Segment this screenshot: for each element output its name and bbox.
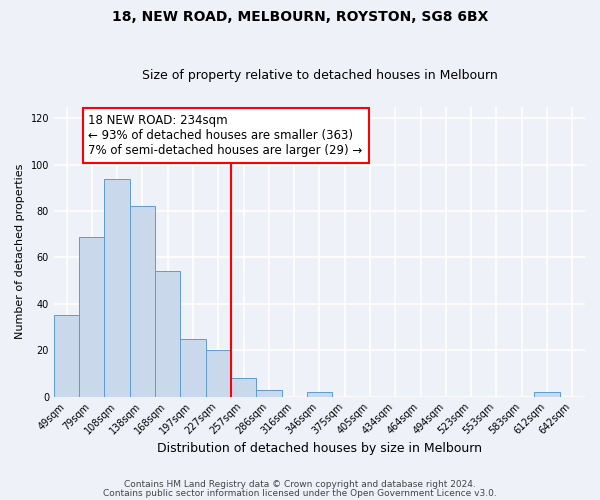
Title: Size of property relative to detached houses in Melbourn: Size of property relative to detached ho…	[142, 69, 497, 82]
Bar	[79, 236, 104, 396]
X-axis label: Distribution of detached houses by size in Melbourn: Distribution of detached houses by size …	[157, 442, 482, 455]
Bar	[181, 338, 206, 396]
Text: Contains HM Land Registry data © Crown copyright and database right 2024.: Contains HM Land Registry data © Crown c…	[124, 480, 476, 489]
Bar	[256, 390, 281, 396]
Bar	[231, 378, 256, 396]
Bar	[535, 392, 560, 396]
Text: Contains public sector information licensed under the Open Government Licence v3: Contains public sector information licen…	[103, 488, 497, 498]
Bar	[155, 272, 181, 396]
Bar	[206, 350, 231, 397]
Bar	[307, 392, 332, 396]
Text: 18, NEW ROAD, MELBOURN, ROYSTON, SG8 6BX: 18, NEW ROAD, MELBOURN, ROYSTON, SG8 6BX	[112, 10, 488, 24]
Text: 18 NEW ROAD: 234sqm
← 93% of detached houses are smaller (363)
7% of semi-detach: 18 NEW ROAD: 234sqm ← 93% of detached ho…	[88, 114, 362, 157]
Bar	[130, 206, 155, 396]
Y-axis label: Number of detached properties: Number of detached properties	[15, 164, 25, 340]
Bar	[104, 178, 130, 396]
Bar	[54, 316, 79, 396]
